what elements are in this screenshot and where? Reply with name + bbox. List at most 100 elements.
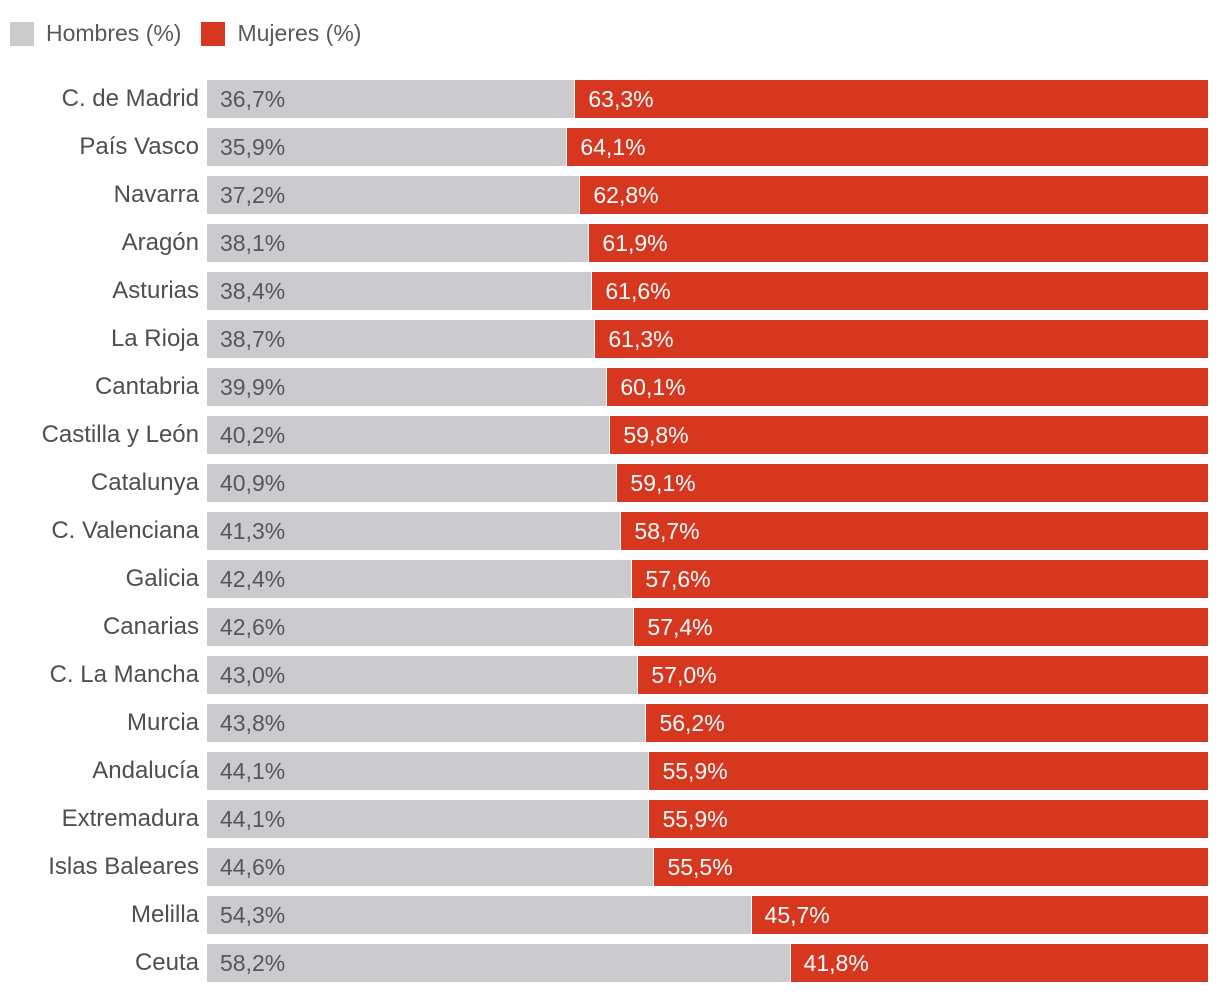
hombres-value-label: 38,4% <box>220 277 286 304</box>
category-label: La Rioja <box>110 325 199 352</box>
category-label: C. de Madrid <box>61 85 199 112</box>
bar-row: C. de Madrid 36,7% 63,3% <box>0 80 1208 118</box>
hombres-value-label: 42,4% <box>220 565 286 592</box>
category-label: Galicia <box>125 565 199 592</box>
mujeres-value-label: 57,6% <box>645 565 711 592</box>
hombres-segment: 35,9% <box>207 128 567 166</box>
category-label: Canarias <box>102 613 199 640</box>
mujeres-segment: 55,5% <box>654 848 1208 886</box>
bar-row: Navarra 37,2% 62,8% <box>0 176 1208 214</box>
bar-row: País Vasco 35,9% 64,1% <box>0 128 1208 166</box>
mujeres-segment: 63,3% <box>575 80 1208 118</box>
hombres-value-label: 35,9% <box>220 133 286 160</box>
hombres-segment: 44,1% <box>207 800 649 838</box>
hombres-segment: 44,1% <box>207 752 649 790</box>
mujeres-segment: 61,6% <box>592 272 1208 310</box>
mujeres-segment: 57,4% <box>634 608 1208 646</box>
mujeres-segment: 41,8% <box>790 944 1208 982</box>
bar-track: 41,3% 58,7% <box>207 512 1208 550</box>
mujeres-segment: 61,3% <box>595 320 1208 358</box>
legend-item-mujeres: Mujeres (%) <box>201 20 361 47</box>
mujeres-value-label: 56,2% <box>659 709 725 736</box>
bar-track: 42,4% 57,6% <box>207 560 1208 598</box>
bar-row: Galicia 42,4% 57,6% <box>0 560 1208 598</box>
bar-row: Andalucía 44,1% 55,9% <box>0 752 1208 790</box>
hombres-value-label: 44,1% <box>220 757 286 784</box>
bar-track: 39,9% 60,1% <box>207 368 1208 406</box>
hombres-value-label: 44,6% <box>220 853 286 880</box>
hombres-segment: 36,7% <box>207 80 575 118</box>
hombres-segment: 42,6% <box>207 608 634 646</box>
bar-row: Castilla y León 40,2% 59,8% <box>0 416 1208 454</box>
category-label: Murcia <box>126 709 199 736</box>
category-label: Asturias <box>112 277 199 304</box>
hombres-segment: 58,2% <box>207 944 790 982</box>
category-label: Melilla <box>130 901 199 928</box>
bar-row: Extremadura 44,1% 55,9% <box>0 800 1208 838</box>
category-label: Islas Baleares <box>48 853 199 880</box>
hombres-segment: 43,0% <box>207 656 638 694</box>
mujeres-segment: 55,9% <box>649 752 1208 790</box>
category-label: Ceuta <box>134 949 199 976</box>
bar-track: 35,9% 64,1% <box>207 128 1208 166</box>
hombres-value-label: 43,0% <box>220 661 286 688</box>
bar-row: C. Valenciana 41,3% 58,7% <box>0 512 1208 550</box>
bar-track: 36,7% 63,3% <box>207 80 1208 118</box>
category-label: Andalucía <box>92 757 199 784</box>
hombres-segment: 41,3% <box>207 512 621 550</box>
mujeres-segment: 60,1% <box>607 368 1208 406</box>
hombres-value-label: 44,1% <box>220 805 286 832</box>
mujeres-value-label: 58,7% <box>634 517 700 544</box>
mujeres-segment: 59,8% <box>610 416 1208 454</box>
hombres-value-label: 58,2% <box>220 949 286 976</box>
mujeres-segment: 62,8% <box>580 176 1208 214</box>
mujeres-value-label: 57,4% <box>647 613 713 640</box>
bar-track: 44,1% 55,9% <box>207 800 1208 838</box>
bar-row: Catalunya 40,9% 59,1% <box>0 464 1208 502</box>
bar-row: Islas Baleares 44,6% 55,5% <box>0 848 1208 886</box>
mujeres-segment: 58,7% <box>621 512 1208 550</box>
mujeres-segment: 61,9% <box>589 224 1208 262</box>
bar-row: Asturias 38,4% 61,6% <box>0 272 1208 310</box>
mujeres-value-label: 55,5% <box>667 853 733 880</box>
mujeres-value-label: 41,8% <box>803 949 869 976</box>
bar-row: Canarias 42,6% 57,4% <box>0 608 1208 646</box>
mujeres-value-label: 59,8% <box>623 421 689 448</box>
mujeres-value-label: 61,9% <box>602 229 668 256</box>
bar-track: 40,2% 59,8% <box>207 416 1208 454</box>
mujeres-value-label: 62,8% <box>593 181 659 208</box>
mujeres-value-label: 45,7% <box>764 901 830 928</box>
mujeres-value-label: 61,6% <box>605 277 671 304</box>
mujeres-segment: 57,6% <box>632 560 1208 598</box>
mujeres-value-label: 60,1% <box>620 373 686 400</box>
hombres-value-label: 39,9% <box>220 373 286 400</box>
bar-row: Ceuta 58,2% 41,8% <box>0 944 1208 982</box>
bar-track: 44,1% 55,9% <box>207 752 1208 790</box>
category-label: Navarra <box>113 181 199 208</box>
bar-row: Aragón 38,1% 61,9% <box>0 224 1208 262</box>
hombres-segment: 38,7% <box>207 320 595 358</box>
hombres-segment: 42,4% <box>207 560 632 598</box>
category-label: C. La Mancha <box>49 661 199 688</box>
mujeres-value-label: 57,0% <box>651 661 717 688</box>
bar-track: 38,1% 61,9% <box>207 224 1208 262</box>
legend-label-mujeres: Mujeres (%) <box>237 20 362 46</box>
hombres-segment: 37,2% <box>207 176 580 214</box>
bar-track: 58,2% 41,8% <box>207 944 1208 982</box>
mujeres-segment: 56,2% <box>646 704 1208 742</box>
legend-item-hombres: Hombres (%) <box>10 20 181 47</box>
bar-row: La Rioja 38,7% 61,3% <box>0 320 1208 358</box>
legend-label-hombres: Hombres (%) <box>46 20 182 46</box>
mujeres-value-label: 61,3% <box>608 325 674 352</box>
bar-row: Melilla 54,3% 45,7% <box>0 896 1208 934</box>
bar-track: 38,4% 61,6% <box>207 272 1208 310</box>
bar-track: 40,9% 59,1% <box>207 464 1208 502</box>
bar-track: 54,3% 45,7% <box>207 896 1208 934</box>
mujeres-segment: 57,0% <box>638 656 1208 694</box>
category-label: Extremadura <box>61 805 199 832</box>
hombres-value-label: 42,6% <box>220 613 286 640</box>
hombres-segment: 40,2% <box>207 416 610 454</box>
category-label: C. Valenciana <box>51 517 199 544</box>
bar-track: 43,8% 56,2% <box>207 704 1208 742</box>
hombres-swatch-icon <box>10 21 34 46</box>
